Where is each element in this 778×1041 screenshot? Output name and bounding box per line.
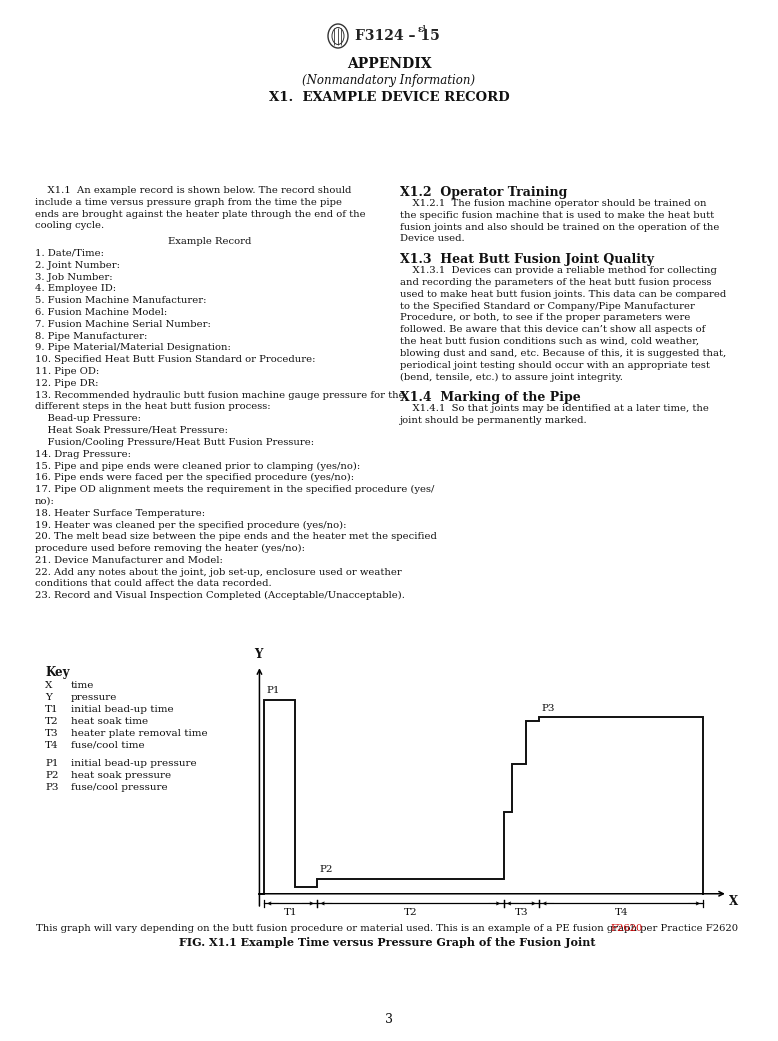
Text: cooling cycle.: cooling cycle. <box>35 222 104 230</box>
Text: 12. Pipe DR:: 12. Pipe DR: <box>35 379 99 388</box>
Text: heater plate removal time: heater plate removal time <box>71 729 208 738</box>
Text: (bend, tensile, etc.) to assure joint integrity.: (bend, tensile, etc.) to assure joint in… <box>400 373 623 381</box>
Text: T2: T2 <box>45 717 58 726</box>
Text: Example Record: Example Record <box>168 237 252 247</box>
Text: different steps in the heat butt fusion process:: different steps in the heat butt fusion … <box>35 403 271 411</box>
Text: no):: no): <box>35 497 55 506</box>
Text: T4: T4 <box>45 741 58 750</box>
Text: Device used.: Device used. <box>400 234 464 244</box>
Text: 20. The melt bead size between the pipe ends and the heater met the specified: 20. The melt bead size between the pipe … <box>35 532 437 541</box>
Text: 10. Specified Heat Butt Fusion Standard or Procedure:: 10. Specified Heat Butt Fusion Standard … <box>35 355 316 364</box>
Text: heat soak time: heat soak time <box>71 717 148 726</box>
Text: fusion joints and also should be trained on the operation of the: fusion joints and also should be trained… <box>400 223 720 231</box>
Text: F2620: F2620 <box>611 924 643 933</box>
Text: Procedure, or both, to see if the proper parameters were: Procedure, or both, to see if the proper… <box>400 313 690 323</box>
Text: X: X <box>729 895 738 908</box>
Text: to the Specified Standard or Company/Pipe Manufacturer: to the Specified Standard or Company/Pip… <box>400 302 695 310</box>
Text: APPENDIX: APPENDIX <box>347 57 431 71</box>
Text: followed. Be aware that this device can’t show all aspects of: followed. Be aware that this device can’… <box>400 325 706 334</box>
Text: 8. Pipe Manufacturer:: 8. Pipe Manufacturer: <box>35 332 147 340</box>
Text: P1: P1 <box>266 686 279 695</box>
Text: X1.2.1  The fusion machine operator should be trained on: X1.2.1 The fusion machine operator shoul… <box>400 199 706 208</box>
Text: 18. Heater Surface Temperature:: 18. Heater Surface Temperature: <box>35 509 205 517</box>
Text: X1.  EXAMPLE DEVICE RECORD: X1. EXAMPLE DEVICE RECORD <box>268 91 510 104</box>
Text: 17. Pipe OD alignment meets the requirement in the specified procedure (yes/: 17. Pipe OD alignment meets the requirem… <box>35 485 434 494</box>
Text: ends are brought against the heater plate through the end of the: ends are brought against the heater plat… <box>35 209 366 219</box>
Text: the specific fusion machine that is used to make the heat butt: the specific fusion machine that is used… <box>400 210 714 220</box>
Text: T4: T4 <box>615 908 628 917</box>
Text: Fusion/Cooling Pressure/Heat Butt Fusion Pressure:: Fusion/Cooling Pressure/Heat Butt Fusion… <box>35 438 314 447</box>
Text: include a time versus pressure graph from the time the pipe: include a time versus pressure graph fro… <box>35 198 342 207</box>
Text: 1. Date/Time:: 1. Date/Time: <box>35 249 104 258</box>
Text: 3: 3 <box>385 1013 393 1026</box>
Text: initial bead-up time: initial bead-up time <box>71 705 173 714</box>
Text: fuse/cool time: fuse/cool time <box>71 741 145 750</box>
Text: 2. Joint Number:: 2. Joint Number: <box>35 261 120 270</box>
Text: 11. Pipe OD:: 11. Pipe OD: <box>35 367 100 376</box>
Text: (Nonmandatory Information): (Nonmandatory Information) <box>303 74 475 87</box>
Text: Y: Y <box>254 648 263 661</box>
Text: 6. Fusion Machine Model:: 6. Fusion Machine Model: <box>35 308 167 318</box>
Text: F3124 – 15: F3124 – 15 <box>355 29 440 43</box>
Text: X1.3.1  Devices can provide a reliable method for collecting: X1.3.1 Devices can provide a reliable me… <box>400 266 717 275</box>
Text: 9. Pipe Material/Material Designation:: 9. Pipe Material/Material Designation: <box>35 344 231 353</box>
Text: heat soak pressure: heat soak pressure <box>71 771 171 780</box>
Text: 14. Drag Pressure:: 14. Drag Pressure: <box>35 450 131 459</box>
Text: T2: T2 <box>404 908 417 917</box>
Text: FIG. X1.1 Example Time versus Pressure Graph of the Fusion Joint: FIG. X1.1 Example Time versus Pressure G… <box>179 937 595 948</box>
Text: Y: Y <box>45 693 52 702</box>
Text: fuse/cool pressure: fuse/cool pressure <box>71 783 167 792</box>
Text: 4. Employee ID:: 4. Employee ID: <box>35 284 116 294</box>
Text: the heat butt fusion conditions such as wind, cold weather,: the heat butt fusion conditions such as … <box>400 337 699 346</box>
Text: ε¹: ε¹ <box>418 25 427 34</box>
Text: P3: P3 <box>541 704 555 713</box>
Text: joint should be permanently marked.: joint should be permanently marked. <box>400 416 587 425</box>
Text: T1: T1 <box>284 908 297 917</box>
Text: 22. Add any notes about the joint, job set-up, enclosure used or weather: 22. Add any notes about the joint, job s… <box>35 567 401 577</box>
Text: X1.3  Heat Butt Fusion Joint Quality: X1.3 Heat Butt Fusion Joint Quality <box>400 253 654 266</box>
Text: pressure: pressure <box>71 693 117 702</box>
Text: T3: T3 <box>45 729 58 738</box>
Text: P2: P2 <box>45 771 58 780</box>
Text: and recording the parameters of the heat butt fusion process: and recording the parameters of the heat… <box>400 278 712 287</box>
Text: X1.4  Marking of the Pipe: X1.4 Marking of the Pipe <box>400 391 580 404</box>
Text: 7. Fusion Machine Serial Number:: 7. Fusion Machine Serial Number: <box>35 320 211 329</box>
Text: Key: Key <box>45 666 69 679</box>
Text: initial bead-up pressure: initial bead-up pressure <box>71 759 197 768</box>
Text: P1: P1 <box>45 759 58 768</box>
Text: 13. Recommended hydraulic butt fusion machine gauge pressure for the: 13. Recommended hydraulic butt fusion ma… <box>35 390 405 400</box>
Text: P2: P2 <box>320 865 333 874</box>
Text: 15. Pipe and pipe ends were cleaned prior to clamping (yes/no):: 15. Pipe and pipe ends were cleaned prio… <box>35 461 360 471</box>
Text: X1.2  Operator Training: X1.2 Operator Training <box>400 186 567 199</box>
Text: 23. Record and Visual Inspection Completed (Acceptable/Unacceptable).: 23. Record and Visual Inspection Complet… <box>35 591 405 601</box>
Text: conditions that could affect the data recorded.: conditions that could affect the data re… <box>35 580 272 588</box>
Text: 16. Pipe ends were faced per the specified procedure (yes/no):: 16. Pipe ends were faced per the specifi… <box>35 474 354 482</box>
Text: X: X <box>45 681 52 690</box>
Text: Bead-up Pressure:: Bead-up Pressure: <box>35 414 141 424</box>
Text: blowing dust and sand, etc. Because of this, it is suggested that,: blowing dust and sand, etc. Because of t… <box>400 349 726 358</box>
Text: 21. Device Manufacturer and Model:: 21. Device Manufacturer and Model: <box>35 556 223 565</box>
Text: This graph will vary depending on the butt fusion procedure or material used. Th: This graph will vary depending on the bu… <box>36 924 738 933</box>
Text: Heat Soak Pressure/Heat Pressure:: Heat Soak Pressure/Heat Pressure: <box>35 426 228 435</box>
Text: P3: P3 <box>45 783 58 792</box>
Text: T1: T1 <box>45 705 58 714</box>
Text: 3. Job Number:: 3. Job Number: <box>35 273 113 282</box>
Text: procedure used before removing the heater (yes/no):: procedure used before removing the heate… <box>35 544 305 553</box>
Text: X1.4.1  So that joints may be identified at a later time, the: X1.4.1 So that joints may be identified … <box>400 404 709 413</box>
Text: periodical joint testing should occur with an appropriate test: periodical joint testing should occur wi… <box>400 360 710 370</box>
Text: used to make heat butt fusion joints. This data can be compared: used to make heat butt fusion joints. Th… <box>400 289 726 299</box>
Text: time: time <box>71 681 94 690</box>
Text: X1.1  An example record is shown below. The record should: X1.1 An example record is shown below. T… <box>35 186 352 195</box>
Text: 5. Fusion Machine Manufacturer:: 5. Fusion Machine Manufacturer: <box>35 297 206 305</box>
Text: 19. Heater was cleaned per the specified procedure (yes/no):: 19. Heater was cleaned per the specified… <box>35 520 346 530</box>
Text: T3: T3 <box>514 908 528 917</box>
